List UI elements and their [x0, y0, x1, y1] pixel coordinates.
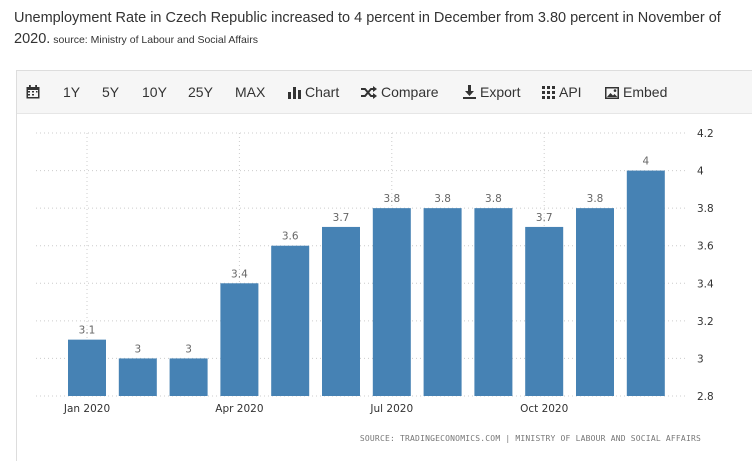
- y-tick-label: 3.8: [697, 203, 714, 215]
- y-tick-label: 3.6: [697, 241, 714, 253]
- y-tick-label: 4: [697, 166, 704, 178]
- bar: [271, 245, 310, 396]
- calendar-icon[interactable]: [26, 71, 44, 113]
- bar: [474, 208, 513, 396]
- bar: [423, 208, 462, 396]
- shuffle-icon: [361, 86, 377, 99]
- x-tick-label: Oct 2020: [520, 403, 568, 415]
- bar: [68, 339, 106, 396]
- value-label: 3.7: [536, 212, 553, 224]
- export-label: Export: [480, 84, 521, 100]
- range-max-button[interactable]: MAX: [235, 84, 266, 100]
- compare-label: Compare: [381, 84, 439, 100]
- headline-text: Unemployment Rate in Czech Republic incr…: [14, 10, 721, 47]
- y-tick-label: 4.2: [697, 128, 714, 140]
- x-tick-label: Jul 2020: [369, 403, 413, 415]
- chart-type-label: Chart: [305, 84, 340, 100]
- value-label: 3.8: [587, 193, 604, 205]
- headline: Unemployment Rate in Czech Republic incr…: [14, 8, 752, 51]
- bar: [322, 226, 360, 396]
- chart-type-button[interactable]: Chart: [288, 71, 339, 113]
- bar-chart-icon: [288, 87, 301, 99]
- y-tick-label: 3.2: [697, 316, 714, 328]
- value-label: 3.7: [333, 212, 350, 224]
- image-icon: [605, 87, 619, 99]
- headline-source: source: Ministry of Labour and Social Af…: [53, 34, 258, 46]
- bar: [626, 170, 665, 396]
- compare-button[interactable]: Compare: [361, 71, 439, 113]
- value-label: 3.4: [231, 268, 248, 280]
- value-label: 3.8: [434, 193, 451, 205]
- bar: [169, 358, 208, 396]
- chart-container: 1Y 5Y 10Y 25Y MAX Chart Compare Export A…: [16, 70, 752, 461]
- bar: [118, 358, 157, 396]
- bar: [525, 226, 564, 396]
- source-note: SOURCE: TRADINGECONOMICS.COM | MINISTRY …: [360, 434, 701, 443]
- value-label: 4: [642, 156, 649, 168]
- bar: [576, 208, 614, 396]
- value-label: 3.1: [79, 325, 96, 337]
- range-25y-button[interactable]: 25Y: [188, 84, 213, 100]
- y-tick-label: 2.8: [697, 391, 714, 403]
- api-label: API: [559, 84, 582, 100]
- value-label: 3.8: [383, 193, 400, 205]
- range-5y-button[interactable]: 5Y: [102, 84, 120, 100]
- api-button[interactable]: API: [542, 71, 582, 113]
- range-10y-button[interactable]: 10Y: [142, 84, 167, 100]
- value-label: 3: [134, 343, 141, 355]
- embed-label: Embed: [623, 84, 668, 100]
- x-tick-label: Jan 2020: [63, 403, 110, 415]
- value-label: 3: [185, 343, 192, 355]
- value-label: 3.8: [485, 193, 502, 205]
- download-icon: [463, 85, 476, 99]
- y-tick-label: 3.4: [697, 278, 714, 290]
- embed-button[interactable]: Embed: [605, 71, 667, 113]
- x-tick-label: Apr 2020: [215, 403, 263, 415]
- grid-icon: [542, 86, 555, 99]
- range-1y-button[interactable]: 1Y: [63, 84, 81, 100]
- y-tick-label: 3: [697, 353, 704, 365]
- export-button[interactable]: Export: [463, 71, 520, 113]
- bar: [372, 208, 411, 396]
- value-label: 3.6: [282, 231, 299, 243]
- chart-toolbar: 1Y 5Y 10Y 25Y MAX Chart Compare Export A…: [17, 71, 752, 114]
- bar: [220, 283, 259, 396]
